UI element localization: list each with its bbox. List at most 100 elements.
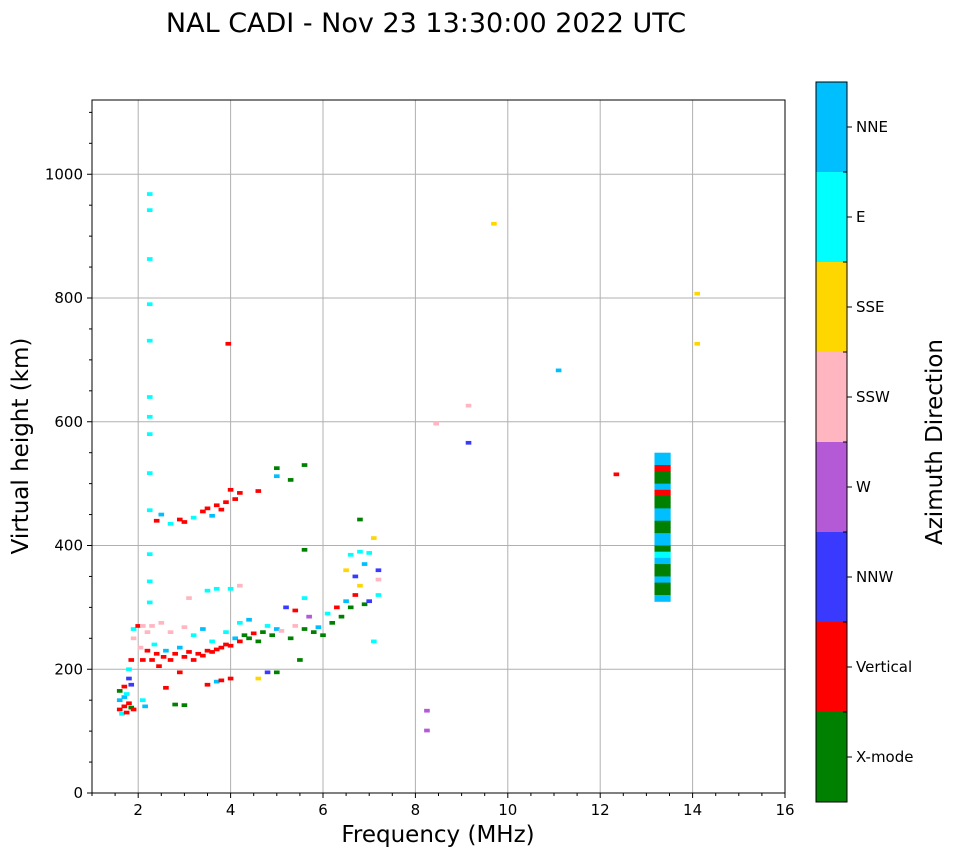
column-cell: [654, 452, 671, 460]
colorbar-category-label: NNE: [856, 118, 888, 136]
column-cell: [654, 551, 671, 559]
data-point: [297, 658, 303, 662]
data-point: [172, 702, 178, 707]
colorbar-segment: [816, 712, 847, 802]
data-point: [375, 568, 382, 573]
colorbar-label: Azimuth Direction: [922, 339, 948, 545]
column-cell: [654, 570, 671, 578]
data-point: [146, 302, 153, 307]
data-point: [181, 520, 188, 524]
data-point: [146, 579, 153, 584]
data-point: [167, 658, 174, 662]
data-point: [146, 432, 153, 436]
data-point: [146, 600, 153, 605]
colorbar-segment: [816, 442, 847, 532]
grid-lines: [92, 100, 786, 793]
x-tick-label: 6: [318, 801, 328, 819]
colorbar-category-label: NNW: [856, 568, 893, 586]
data-point: [357, 549, 363, 554]
data-point: [255, 489, 262, 493]
data-point: [163, 685, 169, 690]
data-point: [137, 645, 144, 650]
data-point: [227, 676, 234, 681]
data-point: [301, 596, 308, 600]
data-point: [491, 221, 497, 226]
y-tick-label: 1000: [45, 165, 83, 183]
data-point: [140, 698, 146, 703]
data-point: [213, 679, 220, 684]
data-point: [250, 631, 257, 636]
chart-title: NAL CADI - Nov 23 13:30:00 2022 UTC: [166, 8, 686, 39]
data-point: [694, 291, 701, 296]
column-cell: [654, 483, 671, 491]
data-point: [123, 710, 130, 715]
data-point: [146, 208, 153, 212]
data-point: [232, 497, 239, 501]
data-point: [310, 630, 317, 634]
data-point: [146, 338, 153, 343]
data-point: [260, 630, 266, 634]
column-cell: [654, 471, 671, 479]
data-point: [292, 608, 299, 613]
data-point: [142, 704, 148, 709]
data-point: [135, 624, 142, 628]
data-point: [352, 574, 359, 579]
data-point: [301, 547, 308, 552]
data-point: [146, 471, 153, 475]
colorbar-segment: [816, 172, 847, 262]
data-point: [167, 630, 174, 634]
x-tick-label: 2: [133, 801, 143, 819]
data-point: [176, 517, 183, 522]
data-point: [227, 643, 234, 648]
data-point: [352, 593, 359, 597]
data-point: [465, 403, 472, 408]
y-axis: 0 200 400 600 800 1000: [45, 111, 92, 802]
column-cell: [654, 588, 671, 596]
colorbar-segment: [816, 352, 847, 442]
data-point: [130, 707, 137, 712]
column-cell: [654, 465, 671, 472]
data-point: [204, 648, 211, 653]
data-point: [315, 625, 322, 630]
data-point: [146, 257, 153, 261]
data-point: [195, 651, 202, 656]
data-point: [209, 639, 215, 644]
data-point: [213, 647, 220, 652]
data-point: [200, 627, 206, 631]
column-cell: [654, 508, 671, 516]
column-cell: [654, 533, 671, 540]
data-point: [140, 624, 146, 628]
data-point: [149, 658, 155, 662]
data-point: [153, 651, 160, 656]
data-point: [375, 577, 382, 582]
data-point: [361, 562, 368, 566]
data-point: [347, 605, 354, 610]
data-point: [116, 698, 123, 703]
data-point: [375, 593, 382, 597]
data-point: [371, 536, 377, 540]
x-axis-label: Frequency (MHz): [341, 822, 534, 848]
data-point: [126, 667, 132, 672]
data-point: [200, 653, 206, 658]
data-point: [357, 517, 363, 522]
x-tick-label: 8: [411, 801, 421, 819]
data-point: [287, 478, 294, 482]
data-point: [227, 487, 234, 492]
data-point: [121, 695, 128, 699]
data-point: [301, 627, 308, 631]
colorbar-category-label: W: [856, 478, 871, 496]
data-point: [246, 636, 252, 641]
data-point: [190, 658, 197, 662]
data-point: [116, 689, 123, 693]
data-point: [209, 650, 215, 654]
data-point: [181, 655, 188, 659]
data-point: [176, 670, 183, 675]
data-point: [119, 711, 125, 716]
data-point: [163, 648, 169, 653]
data-marks: [116, 192, 701, 733]
y-axis-label: Virtual height (km): [8, 338, 34, 555]
data-point: [128, 682, 135, 687]
colorbar-segment: [816, 532, 847, 622]
column-cell: [654, 595, 671, 602]
data-point: [144, 648, 151, 653]
